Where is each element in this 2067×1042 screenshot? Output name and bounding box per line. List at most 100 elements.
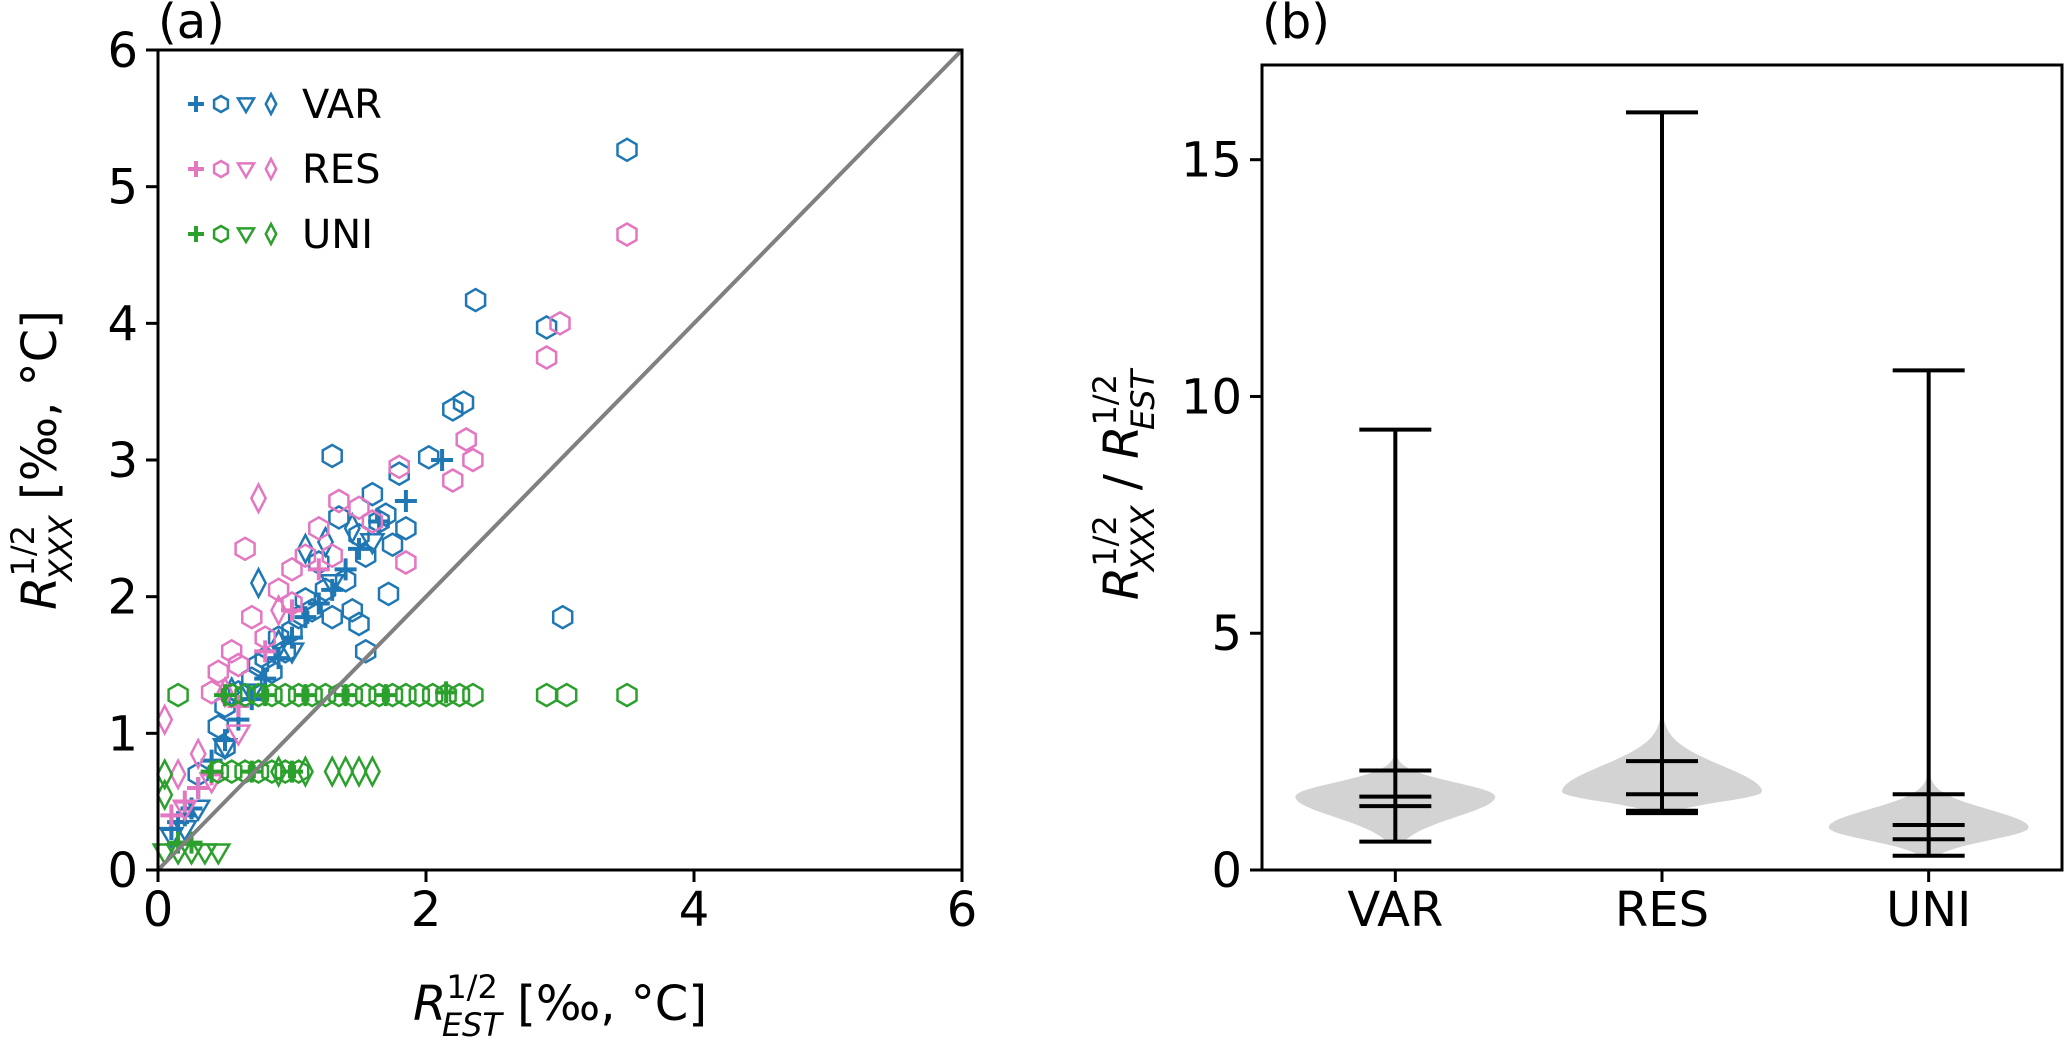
point-uni-hexagon (287, 682, 310, 708)
y-tick-label: 0 (107, 843, 138, 899)
point-res-hexagon (549, 310, 571, 336)
legend-entry-res: RES (188, 147, 380, 193)
x-tick-label: 0 (143, 882, 174, 938)
point-uni-hexagon (535, 682, 558, 708)
point-var-hexagon (616, 137, 638, 163)
point-res-hexagon (321, 543, 343, 569)
point-res-hexagon (281, 556, 303, 582)
point-res-hexagon (254, 625, 276, 651)
point-res-diamond (169, 757, 187, 791)
point-res-hexagon (234, 536, 256, 562)
point-res-triangle-down (225, 724, 252, 747)
point-uni-hexagon (247, 759, 270, 785)
point-uni-hexagon (207, 759, 230, 785)
identity-line (156, 48, 964, 872)
point-var-hexagon (417, 444, 440, 470)
panel-a: (a) 0 2 4 6 0 1 2 3 4 5 6 VAR RES UNI R1/2 EST [‰, °… (4, 0, 977, 1042)
point-uni-hexagon (462, 682, 484, 708)
y-tick-label: 4 (107, 296, 138, 352)
point-uni-hexagon (274, 682, 297, 708)
legend-marker-plus (188, 226, 204, 242)
legend-label: UNI (302, 212, 373, 258)
point-uni-hexagon (616, 682, 638, 708)
point-uni-hexagon (220, 759, 243, 785)
point-uni-diamond (350, 755, 368, 789)
point-var-hexagon (314, 577, 337, 603)
point-res-plus (254, 640, 277, 663)
point-res-hexagon (348, 495, 370, 521)
point-res-hexagon (455, 427, 477, 452)
point-var-triangle-down (185, 799, 212, 822)
point-var-diamond (343, 511, 361, 545)
panel-a-x-axis: 0 2 4 6 (143, 870, 977, 938)
point-uni-diamond (323, 755, 341, 789)
point-uni-hexagon (287, 759, 310, 785)
point-var-triangle-down (211, 738, 239, 761)
point-var-hexagon (377, 581, 400, 607)
point-res-hexagon (281, 591, 303, 616)
panel-b-y-axis: 0 5 10 15 (1181, 133, 1262, 899)
point-uni-hexagon (328, 682, 350, 708)
panel-b-label: (b) (1262, 0, 1330, 50)
point-var-triangle-down (278, 642, 306, 665)
legend-entry-var: VAR (188, 82, 382, 128)
point-var-hexagon (267, 625, 290, 651)
point-var-hexagon (274, 638, 297, 664)
panel-b-plot-area (1295, 110, 2029, 858)
point-uni-triangle-down (191, 843, 219, 866)
y-tick-label: 2 (107, 570, 138, 626)
panel-a-y-axis: 0 1 2 3 4 5 6 (107, 23, 158, 899)
y-tick-label: 5 (1211, 606, 1242, 662)
point-uni-hexagon (274, 759, 297, 785)
point-var-triangle-down (359, 533, 386, 556)
panel-b-x-axis: VAR RES UNI (1347, 870, 1971, 938)
point-uni-hexagon (261, 682, 283, 708)
violin-res (1562, 110, 1762, 816)
point-uni-hexagon (421, 682, 444, 708)
point-res-hexagon (361, 509, 384, 534)
point-var-hexagon (442, 396, 464, 422)
point-var-hexagon (341, 597, 364, 623)
point-var-triangle-down (319, 574, 346, 597)
legend-marker-diamond (264, 91, 278, 117)
panel-a-y-label: R1/2XXX [‰, °C] (4, 310, 80, 610)
x-tick-label: VAR (1347, 882, 1443, 938)
point-res-plus (187, 777, 210, 799)
point-uni-diamond (337, 755, 355, 789)
point-res-diamond (270, 593, 288, 627)
point-res-diamond (189, 737, 207, 771)
legend-marker-hexagon (212, 224, 230, 244)
x-tick-label: 2 (411, 882, 442, 938)
panel-a-label: (a) (158, 0, 225, 50)
point-var-hexagon (207, 714, 230, 739)
legend-marker-triangle-down (235, 97, 257, 115)
point-uni-hexagon (220, 682, 243, 708)
point-var-diamond (249, 566, 268, 600)
point-uni-hexagon (301, 682, 323, 708)
point-res-hexagon (462, 447, 484, 473)
legend-marker-hexagon (212, 94, 230, 114)
point-res-plus (307, 558, 330, 581)
point-res-triangle-down (171, 799, 198, 822)
point-uni-hexagon (408, 682, 431, 708)
y-tick-label: 15 (1181, 133, 1242, 189)
point-uni-hexagon (368, 682, 390, 708)
legend-label: RES (302, 147, 380, 193)
point-uni-hexagon (448, 682, 471, 708)
point-var-plus (431, 449, 454, 471)
x-tick-label: RES (1615, 882, 1709, 938)
point-res-hexagon (388, 454, 410, 480)
y-tick-label: 0 (1211, 843, 1242, 899)
panel-a-plot-area (151, 137, 638, 866)
point-uni-diamond (363, 755, 381, 789)
point-uni-hexagon (247, 682, 270, 708)
legend-marker-plus (188, 96, 204, 112)
point-var-hexagon (321, 604, 343, 630)
panel-a-legend: VAR RES UNI (188, 82, 382, 258)
point-var-diamond (296, 532, 314, 566)
point-uni-diamond (296, 755, 314, 789)
point-uni-hexagon (167, 682, 189, 708)
point-uni-hexagon (341, 682, 364, 708)
point-var-hexagon (361, 481, 384, 507)
